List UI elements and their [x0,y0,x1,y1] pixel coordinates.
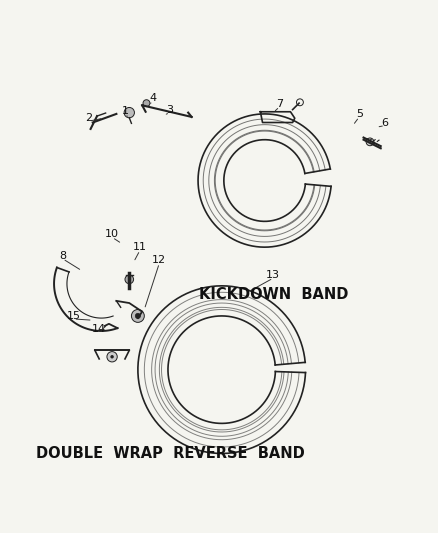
Text: 14: 14 [92,324,106,334]
Circle shape [131,310,145,322]
Text: 4: 4 [149,93,156,103]
Circle shape [143,100,150,107]
Text: 12: 12 [152,255,166,265]
Text: 6: 6 [381,117,389,127]
Circle shape [124,108,134,118]
Text: 2: 2 [85,113,92,123]
Text: 3: 3 [166,104,173,115]
Text: DOUBLE  WRAP  REVERSE  BAND: DOUBLE WRAP REVERSE BAND [36,446,304,461]
Text: 7: 7 [276,99,283,109]
Text: 15: 15 [67,311,81,321]
Circle shape [110,355,114,359]
Text: 10: 10 [105,229,119,239]
Text: KICKDOWN  BAND: KICKDOWN BAND [198,287,348,302]
Circle shape [135,313,141,319]
Text: 11: 11 [133,242,147,252]
Text: 8: 8 [59,251,66,261]
Text: 1: 1 [121,106,128,116]
Circle shape [107,352,117,362]
Circle shape [366,138,374,146]
Text: 13: 13 [266,270,280,280]
Circle shape [125,275,134,284]
Text: 5: 5 [356,109,363,119]
